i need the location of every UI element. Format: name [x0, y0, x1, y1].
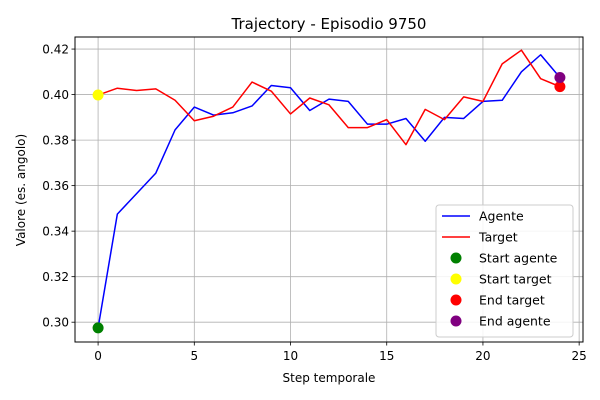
y-axis-label: Valore (es. angolo) [14, 134, 28, 246]
legend-box [435, 204, 574, 338]
marker-start-target [92, 89, 104, 101]
series-line-target [97, 49, 561, 146]
y-tick-label: 0.30 [42, 316, 69, 330]
legend-swatch-end-agente [450, 315, 462, 327]
x-tick-label: 20 [475, 349, 490, 363]
y-tick-label: 0.42 [42, 43, 69, 57]
x-tick-label: 5 [190, 349, 198, 363]
legend-label-start-target: Start target [479, 272, 552, 287]
y-tick-label: 0.40 [42, 88, 69, 102]
chart-title: Trajectory - Episodio 9750 [231, 15, 427, 33]
x-tick-label: 25 [572, 349, 587, 363]
x-tick-label: 10 [283, 349, 298, 363]
y-tick-label: 0.36 [42, 179, 69, 193]
legend-label-end-agente: End agente [479, 314, 551, 329]
x-axis-label: Step temporale [283, 371, 376, 385]
legend-label-agente: Agente [479, 209, 524, 224]
plot-frame [74, 36, 584, 343]
y-tick-label: 0.34 [42, 225, 69, 239]
tick-layer: 0 5 10 15 20 25 0.30 0.32 0.34 0.36 0.38 0.40 0.42 [42, 43, 587, 363]
y-tick-label: 0.38 [42, 134, 69, 148]
marker-start-agente [92, 322, 104, 334]
legend-swatch-start-agente [450, 252, 462, 264]
legend-swatch-end-target [450, 294, 462, 306]
legend-swatch-start-target [450, 273, 462, 285]
legend-label-end-target: End target [479, 293, 545, 308]
marker-end-agente [554, 72, 566, 84]
series-layer [92, 49, 566, 334]
marker-end-target [554, 81, 566, 93]
x-tick-label: 15 [379, 349, 394, 363]
legend-label-target: Target [478, 230, 518, 245]
legend-label-start-agente: Start agente [479, 251, 558, 266]
legend: Agente Target Start agente Start target End … [435, 204, 574, 338]
x-tick-label: 0 [94, 349, 102, 363]
y-tick-label: 0.32 [42, 270, 69, 284]
